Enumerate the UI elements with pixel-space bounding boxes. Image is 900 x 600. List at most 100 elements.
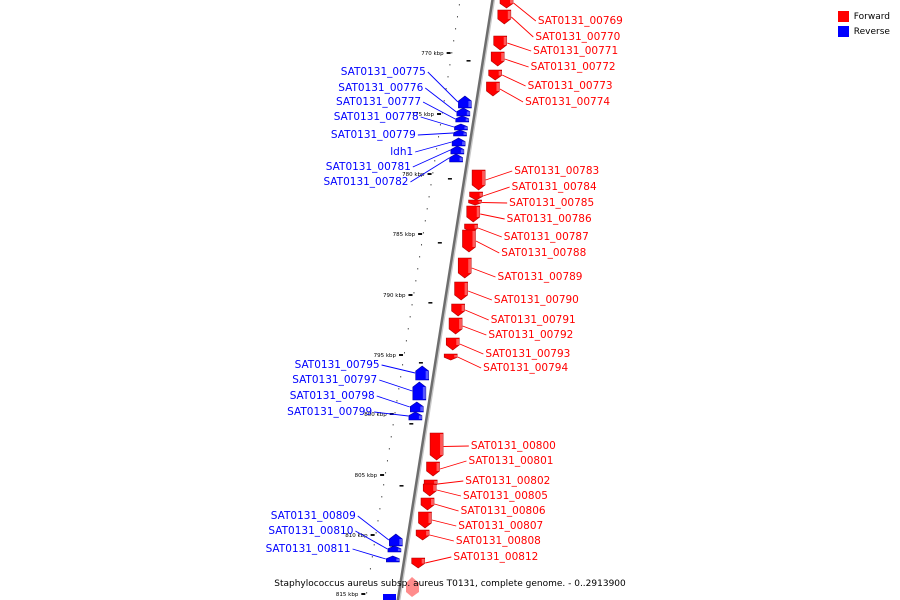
ruler-dot [398,388,400,390]
reverse-gene-label-leader [412,149,451,168]
ruler-dot [458,4,460,6]
backbone-highlight [399,0,496,600]
forward-gene-label-leader [511,16,534,38]
forward-gene-label-leader [471,267,496,278]
forward-gene-label: SAT0131_00771 [533,45,618,57]
ruler-dot [368,580,370,582]
tick-mark [408,294,413,296]
forward-gene [451,303,465,317]
ruler-dot [424,220,426,222]
tick-label: 815 kbp [336,592,359,598]
forward-gene [488,69,502,81]
forward-gene-shade [476,207,480,217]
forward-gene-shade [482,171,486,185]
reverse-gene [455,115,470,123]
forward-gene-label: SAT0131_00772 [531,61,616,73]
reverse-gene-label: SAT0131_00798 [290,390,375,402]
forward-gene-label-leader [436,489,462,497]
ruler-dot [390,436,392,438]
feature-marker [466,60,471,62]
forward-gene-label: SAT0131_00790 [494,294,579,306]
tick-mark [418,233,423,235]
ruler-dot [456,16,458,18]
reverse-gene-shade [397,548,401,551]
reverse-gene-label-leader [352,548,386,560]
forward-gene-shade [479,193,483,197]
ruler-dot [409,316,411,318]
tick-label: 790 kbp [383,293,406,299]
reverse-gene-shade [460,149,464,153]
ruler-dot [386,460,388,462]
forward-gene-label: SAT0131_00786 [507,213,592,225]
forward-gene [426,461,440,477]
ruler-dot [432,172,434,174]
reverse-gene-label: SAT0131_00781 [326,161,411,173]
legend-forward: Forward [837,9,890,24]
forward-gene-label-leader [477,227,502,238]
ruler-dot [402,364,404,366]
forward-gene-label: SAT0131_00773 [528,80,613,92]
forward-gene [418,511,432,529]
ruler-dot [377,520,379,522]
forward-gene [420,497,435,511]
forward-gene-shade [434,481,438,485]
reverse-gene-shade [463,132,467,135]
tick-label: 785 kbp [393,232,416,238]
ruler-dots [366,4,460,594]
forward-gene-label-leader [431,519,457,527]
forward-gene-label: SAT0131_00791 [491,314,576,326]
reverse-gene [451,137,466,147]
reverse-gene [389,533,403,547]
forward-gene [499,0,514,9]
ruler-dot [379,508,381,510]
ruler-dot [421,244,423,246]
reverse-gene-shade [422,387,426,399]
forward-gene-label: SAT0131_00792 [488,329,573,341]
forward-gene [454,281,468,301]
reverse-gene-label: SAT0131_00782 [323,176,408,188]
ruler-dot [438,136,440,138]
ruler-dot [413,292,415,294]
forward-gene-shade [461,305,465,311]
reverse-gene-label-leader [410,157,450,183]
forward-gene-label-leader [482,186,510,197]
forward-gene [490,51,505,67]
ruler-dot [426,208,428,210]
forward-gene-shade [433,485,437,491]
legend: Forward Reverse [837,9,890,39]
forward-gene [469,191,483,201]
forward-gene-shade [459,319,463,329]
forward-gene [493,35,508,51]
reverse-gene-shade [462,141,466,145]
ruler-dot [383,484,385,486]
ruler-dot [369,568,371,570]
forward-gene-label: SAT0131_00774 [525,96,610,108]
forward-gene-label: SAT0131_00788 [501,247,586,259]
tick-mark [380,474,385,476]
reverse-gene-label: SAT0131_00775 [341,66,426,78]
reverse-gene-shade [466,111,470,115]
reverse-gene [408,411,423,421]
ruler-dot [422,232,424,234]
forward-gene-shade [428,513,432,523]
forward-gene [457,257,472,279]
forward-gene [429,432,444,461]
genome-backbone [396,0,496,600]
reverse-gene-shade [464,126,468,129]
tick-mark [427,173,432,175]
forward-swatch [837,11,849,22]
tick-mark [361,593,366,595]
gene-features [383,0,514,600]
forward-gene-label-leader [434,503,459,512]
forward-gene-label-leader [437,480,464,485]
reverse-gene [450,145,465,155]
ruler-dot [447,76,449,78]
tick-label: 805 kbp [355,473,378,479]
ruler-dot [453,40,455,42]
forward-gene-partial [406,577,419,597]
ruler-dot [394,412,396,414]
forward-gene-label: SAT0131_00785 [509,197,594,209]
ruler-dot [419,256,421,258]
tick-label: 795 kbp [374,353,397,359]
